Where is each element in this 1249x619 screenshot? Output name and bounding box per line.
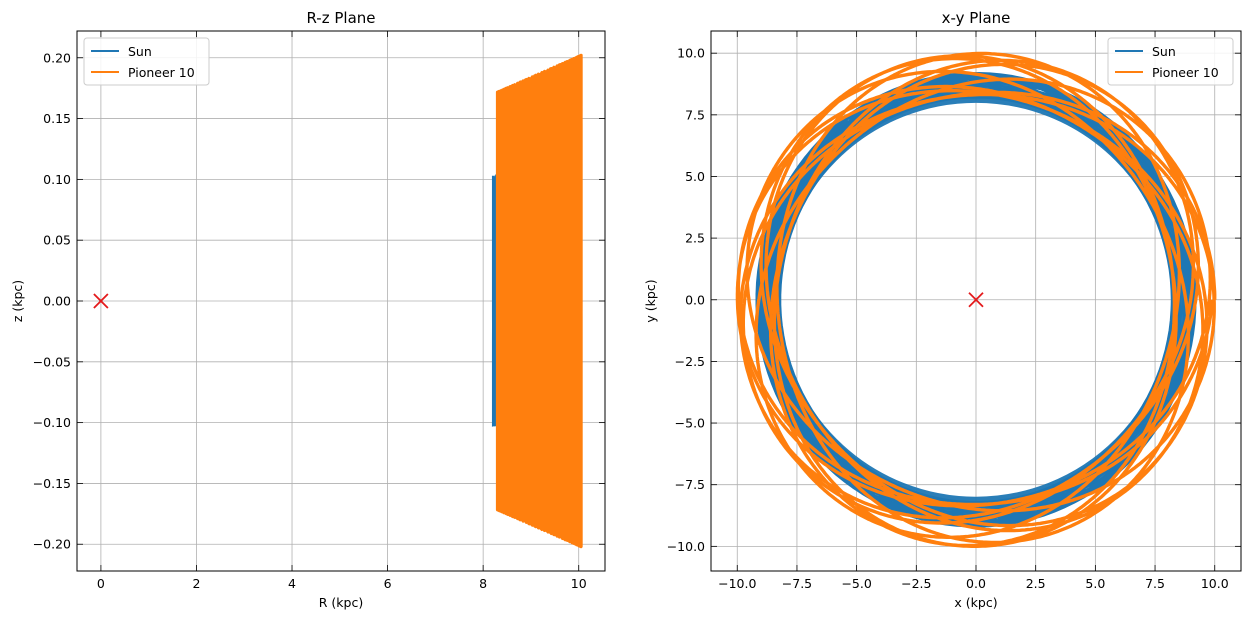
xy-xtick-label: 0.0 — [966, 576, 986, 591]
rz-plot-area — [93, 53, 583, 549]
rz-ytick-label: 0.10 — [43, 172, 71, 187]
rz-legend-box — [83, 37, 210, 86]
rz-ytick-label: 0.05 — [43, 233, 71, 248]
xy-ytick-label: −10.0 — [667, 539, 705, 554]
rz-ytick-label: 0.15 — [43, 111, 71, 126]
rz-xtick-label: 0 — [97, 576, 105, 591]
xy-xlabel: x (kpc) — [954, 595, 997, 610]
rz-xtick-label: 10 — [571, 576, 587, 591]
rz-pioneer-orbit-line — [495, 53, 583, 549]
xy-ytick-label: −5.0 — [675, 416, 705, 431]
xy-plot-area — [735, 51, 1217, 548]
rz-xlabel: R (kpc) — [319, 595, 363, 610]
xy-ytick-label: −2.5 — [675, 354, 705, 369]
xy-xtick-label: 7.5 — [1145, 576, 1165, 591]
xy-ticks: −10.0 −7.5 −5.0 −2.5 0.0 2.5 5.0 7.5 10.0 −10.0 −7… — [667, 31, 1241, 591]
rz-ytick-label: −0.10 — [33, 415, 71, 430]
xy-xtick-label: −10.0 — [718, 576, 756, 591]
rz-legend-sun-label: Sun — [128, 44, 152, 59]
rz-xtick-label: 8 — [479, 576, 487, 591]
rz-center-marker — [93, 293, 109, 309]
xy-xtick-label: 5.0 — [1085, 576, 1105, 591]
xy-plane-chart: −10.0 −7.5 −5.0 −2.5 0.0 2.5 5.0 7.5 10.0 −10.0 −7… — [643, 9, 1242, 610]
xy-legend: Sun Pioneer 10 — [1107, 37, 1234, 86]
xy-xtick-label: 10.0 — [1201, 576, 1229, 591]
xy-legend-sun-label: Sun — [1152, 44, 1176, 59]
xy-pioneer-orbit-line — [735, 51, 1217, 548]
rz-legend-pioneer-label: Pioneer 10 — [128, 65, 195, 80]
rz-ytick-label: −0.20 — [33, 537, 71, 552]
rz-xtick-label: 4 — [288, 576, 296, 591]
xy-ytick-label: 10.0 — [677, 46, 705, 61]
xy-ytick-label: 7.5 — [685, 107, 705, 122]
rz-xtick-label: 6 — [384, 576, 392, 591]
xy-xtick-label: 2.5 — [1026, 576, 1046, 591]
xy-xtick-label: −7.5 — [782, 576, 812, 591]
rz-ytick-label: −0.05 — [33, 354, 71, 369]
xy-ytick-label: 5.0 — [685, 169, 705, 184]
rz-ytick-label: 0.00 — [43, 294, 71, 309]
xy-title: x-y Plane — [942, 9, 1011, 27]
rz-xtick-label: 2 — [192, 576, 200, 591]
rz-ylabel: z (kpc) — [10, 280, 25, 322]
xy-legend-box — [1107, 37, 1234, 86]
xy-legend-pioneer-label: Pioneer 10 — [1152, 65, 1219, 80]
xy-ytick-label: −7.5 — [675, 477, 705, 492]
rz-ticks: 0 2 4 6 8 10 −0.20 −0.15 −0.10 −0.05 0.00 0.05 0.10 0… — [33, 31, 605, 591]
xy-ylabel: y (kpc) — [643, 279, 658, 322]
xy-xtick-label: −5.0 — [841, 576, 871, 591]
xy-ytick-label: 2.5 — [685, 231, 705, 246]
xy-xtick-label: −2.5 — [901, 576, 931, 591]
rz-legend: Sun Pioneer 10 — [83, 37, 210, 86]
rz-title: R-z Plane — [306, 9, 375, 27]
rz-ytick-label: 0.20 — [43, 50, 71, 65]
xy-center-marker — [968, 292, 984, 308]
xy-ytick-label: 0.0 — [685, 292, 705, 307]
rz-ytick-label: −0.15 — [33, 476, 71, 491]
rz-plane-chart: 0 2 4 6 8 10 −0.20 −0.15 −0.10 −0.05 0.00 0.05 0.10 0… — [10, 9, 606, 610]
